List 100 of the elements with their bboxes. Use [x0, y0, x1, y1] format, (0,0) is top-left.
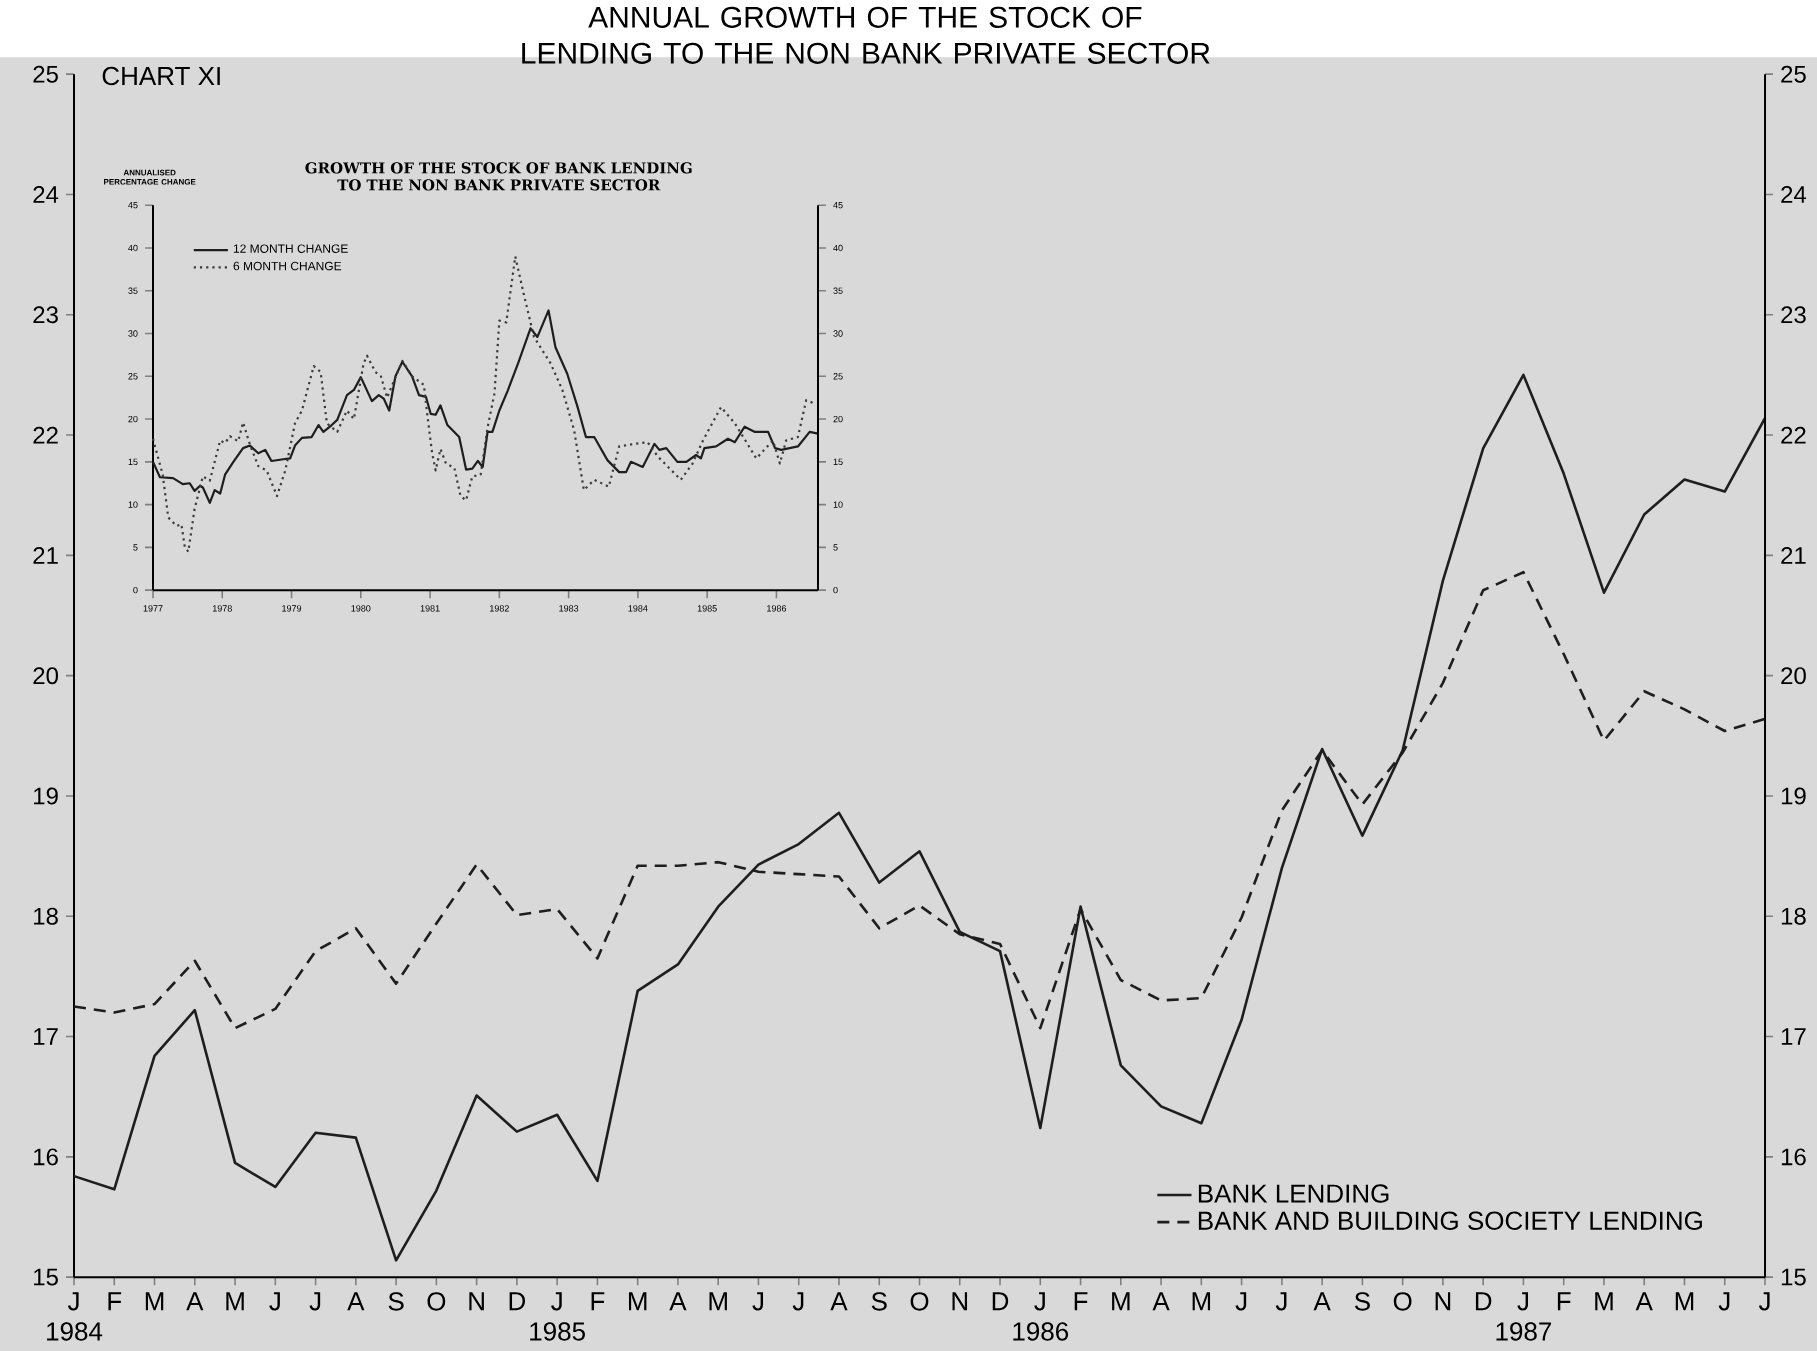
- x-tick-label: F: [591, 1292, 605, 1311]
- x-tick-label: J: [309, 1292, 321, 1311]
- x-tick-label: M: [145, 1292, 164, 1311]
- y-tick-label: 20: [1781, 667, 1806, 685]
- y2-tick-label: 45: [833, 201, 843, 209]
- y2-tick-label: 16: [34, 1148, 58, 1166]
- x-tick-label: J: [1235, 1292, 1247, 1311]
- x-tick-label: M: [226, 1292, 244, 1311]
- x-tick-label: J: [1718, 1292, 1730, 1311]
- y2-tick-label: 21: [33, 546, 58, 564]
- legend-label: 12 MONTH CHANGE: [233, 244, 348, 253]
- x-tick-label: M: [1192, 1292, 1211, 1311]
- x-tick-label: J: [1275, 1292, 1287, 1311]
- x-tick-label: M: [709, 1292, 727, 1311]
- x-tick-label: 1977: [143, 605, 163, 612]
- y-tick-label: 17: [1781, 1028, 1806, 1045]
- y2-tick-label: 19: [34, 787, 58, 805]
- x-tick-label: S: [388, 1292, 404, 1311]
- x-tick-label: A: [1313, 1292, 1331, 1311]
- text: 1984: [47, 1322, 103, 1341]
- line-series: [151, 309, 820, 504]
- x-tick-label: A: [1152, 1292, 1170, 1311]
- legend-label: BANK LENDING: [1198, 1184, 1389, 1203]
- y2-tick-label: 23: [33, 306, 58, 324]
- x-tick-label: O: [910, 1292, 929, 1311]
- x-tick-label: O: [1393, 1292, 1412, 1311]
- x-tick-label: M: [1675, 1292, 1694, 1311]
- x-tick-label: S: [871, 1292, 887, 1311]
- x-tick-label: 1983: [559, 605, 579, 612]
- y2-tick-label: 15: [34, 1268, 58, 1286]
- y2-tick-label: 25: [33, 65, 58, 83]
- y-tick-label: 16: [1781, 1148, 1806, 1166]
- chart-title: ANNUAL GROWTH OF THE STOCK OF LENDING TO THE NON BANK PRIVATE SECTOR: [522, 6, 1210, 64]
- x-tick-label: F: [108, 1292, 122, 1311]
- text: 1987: [1496, 1322, 1552, 1341]
- y2-tick-label: 40: [833, 244, 843, 252]
- x-tick-label: A: [186, 1292, 204, 1311]
- y-tick-label: 18: [1781, 907, 1806, 925]
- x-tick-label: J: [1517, 1292, 1529, 1311]
- x-tick-label: D: [992, 1292, 1009, 1311]
- y2-tick-label: 22: [33, 426, 58, 444]
- x-tick-label: O: [427, 1292, 446, 1311]
- x-tick-label: 1978: [212, 605, 232, 612]
- y-tick-label: 5: [133, 544, 138, 551]
- x-tick-label: M: [1595, 1292, 1613, 1311]
- y-tick-label: 21: [1781, 546, 1806, 564]
- y-tick-label: 22: [1781, 426, 1806, 444]
- x-tick-label: A: [347, 1292, 365, 1311]
- y2-tick-label: 30: [833, 330, 843, 337]
- x-tick-label: F: [1557, 1292, 1571, 1311]
- y-tick-label: 10: [128, 501, 138, 508]
- x-tick-label: 1984: [628, 605, 648, 612]
- y2-tick-label: 18: [34, 907, 58, 925]
- x-tick-label: A: [830, 1292, 848, 1311]
- legend-label: 6 MONTH CHANGE: [233, 261, 342, 271]
- y-tick-label: 25: [128, 373, 138, 380]
- y2-tick-label: 5: [833, 544, 838, 551]
- y2-tick-label: 20: [833, 415, 843, 423]
- y2-tick-label: 17: [34, 1028, 58, 1045]
- x-tick-label: D: [509, 1292, 526, 1311]
- y2-tick-label: 0: [833, 586, 838, 594]
- x-tick-label: J: [1034, 1292, 1045, 1311]
- x-tick-label: J: [1758, 1292, 1770, 1311]
- x-tick-label: N: [1435, 1292, 1451, 1311]
- x-tick-label: N: [952, 1292, 968, 1311]
- y-tick-label: 20: [128, 415, 138, 423]
- y-tick-label: 15: [128, 458, 138, 465]
- x-tick-label: 1986: [767, 605, 787, 612]
- y-tick-label: 45: [128, 201, 138, 209]
- y-tick-label: 0: [133, 586, 138, 594]
- x-tick-label: J: [792, 1292, 804, 1311]
- x-tick-label: F: [1074, 1292, 1088, 1311]
- y2-tick-label: 24: [33, 186, 59, 203]
- x-tick-label: S: [1354, 1292, 1370, 1311]
- y-tick-label: 35: [128, 287, 138, 294]
- annotation: CHART XI: [102, 66, 220, 86]
- x-tick-label: 1979: [282, 605, 302, 612]
- y-tick-label: 24: [1781, 186, 1807, 203]
- y2-tick-label: 20: [33, 667, 59, 685]
- y-axis-title: ANNUALISED PERCENTAGE CHANGE: [104, 169, 196, 185]
- x-tick-label: J: [269, 1292, 280, 1311]
- x-tick-label: A: [669, 1292, 687, 1311]
- y2-tick-label: 10: [833, 501, 843, 508]
- x-tick-label: 1985: [697, 605, 717, 612]
- x-tick-label: J: [551, 1292, 562, 1311]
- text: 1985: [530, 1322, 585, 1341]
- x-tick-label: 1981: [420, 605, 440, 612]
- y-tick-label: 23: [1781, 306, 1806, 324]
- y-tick-label: 30: [128, 330, 138, 337]
- text: 1986: [1013, 1322, 1069, 1341]
- x-tick-label: J: [752, 1292, 764, 1311]
- y-tick-label: 19: [1781, 787, 1806, 805]
- x-tick-label: D: [1475, 1292, 1492, 1311]
- line-series: [72, 373, 1767, 1262]
- y2-tick-label: 15: [833, 458, 843, 465]
- x-tick-label: J: [67, 1292, 79, 1311]
- x-tick-label: N: [469, 1292, 484, 1311]
- y2-tick-label: 25: [833, 373, 843, 380]
- x-tick-label: 1980: [351, 605, 371, 612]
- y-tick-label: 25: [1781, 65, 1806, 83]
